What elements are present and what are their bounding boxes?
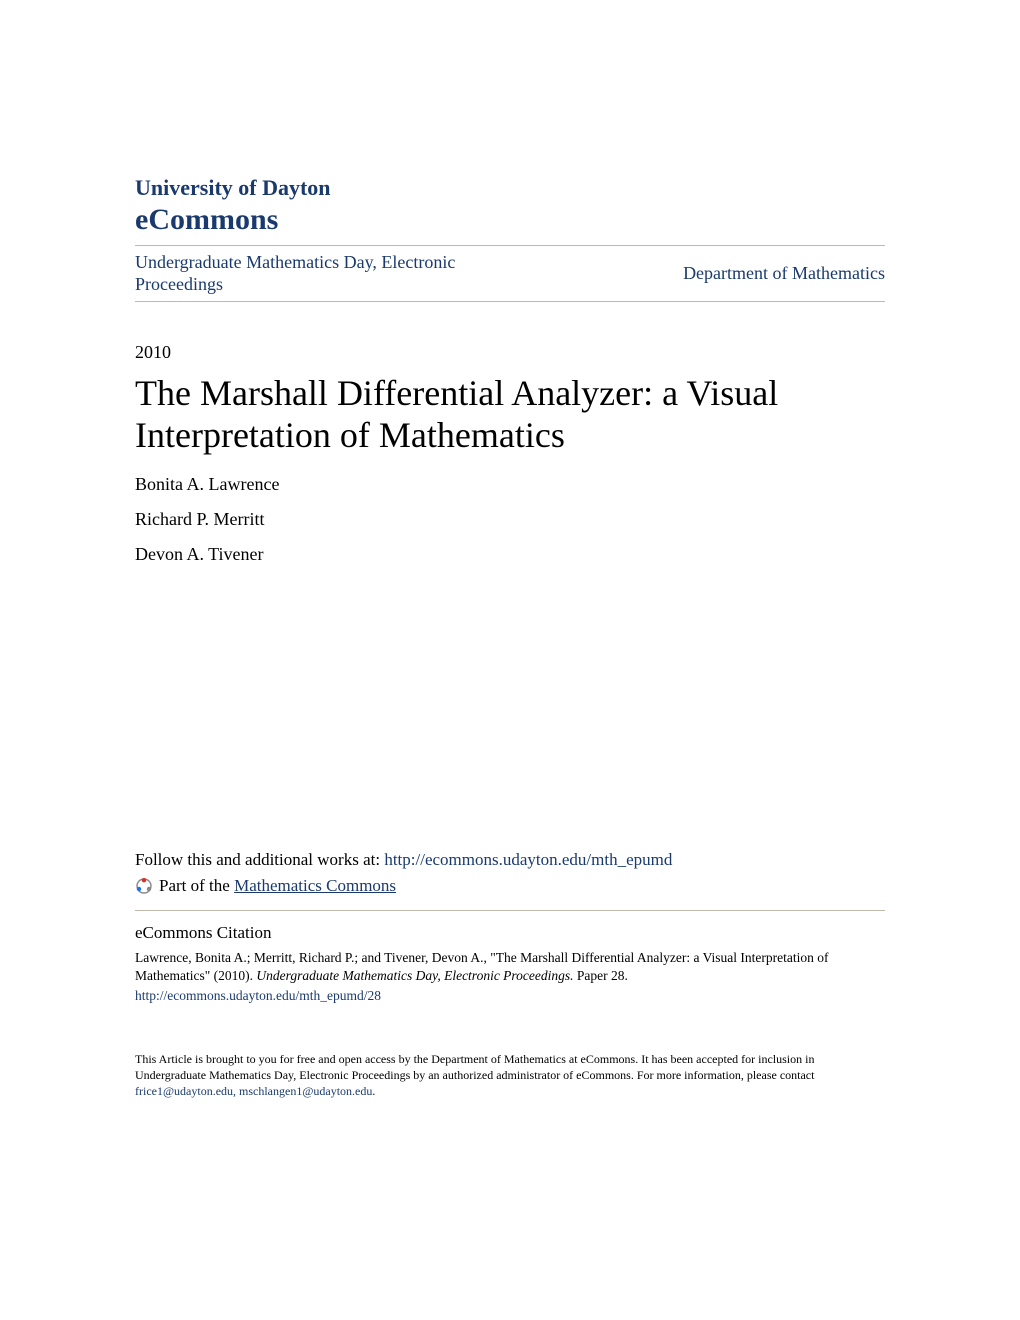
citation-italic: Undergraduate Mathematics Day, Electroni… (256, 968, 573, 983)
partof-prefix: Part of the (159, 876, 234, 895)
follow-works-line: Follow this and additional works at: htt… (135, 850, 885, 870)
follow-prefix: Follow this and additional works at: (135, 850, 384, 869)
citation-text: Lawrence, Bonita A.; Merritt, Richard P.… (135, 949, 885, 1006)
header-links-bar: Undergraduate Mathematics Day, Electroni… (135, 245, 885, 302)
network-icon (135, 877, 153, 895)
citation-heading: eCommons Citation (135, 923, 885, 943)
author-1: Bonita A. Lawrence (135, 474, 885, 495)
author-3: Devon A. Tivener (135, 544, 885, 565)
part-of-text: Part of the Mathematics Commons (159, 876, 396, 896)
paper-title: The Marshall Differential Analyzer: a Vi… (135, 373, 885, 456)
part-of-row: Part of the Mathematics Commons (135, 876, 885, 896)
department-link[interactable]: Department of Mathematics (683, 263, 885, 284)
citation-part2: Paper 28. (574, 968, 628, 983)
publication-year: 2010 (135, 342, 885, 363)
follow-url-link[interactable]: http://ecommons.udayton.edu/mth_epumd (384, 850, 672, 869)
footer-email-link[interactable]: frice1@udayton.edu, mschlangen1@udayton.… (135, 1084, 372, 1098)
citation-url-link[interactable]: http://ecommons.udayton.edu/mth_epumd/28 (135, 987, 885, 1005)
footer-disclaimer: This Article is brought to you for free … (135, 1051, 885, 1100)
collection-link[interactable]: Undergraduate Mathematics Day, Electroni… (135, 252, 495, 295)
institution-name: University of Dayton (135, 175, 885, 201)
partof-link[interactable]: Mathematics Commons (234, 876, 396, 895)
repository-name: eCommons (135, 203, 885, 237)
follow-section: Follow this and additional works at: htt… (135, 850, 885, 896)
divider-line (135, 910, 885, 911)
author-2: Richard P. Merritt (135, 509, 885, 530)
footer-body: This Article is brought to you for free … (135, 1052, 814, 1082)
footer-period: . (372, 1084, 375, 1098)
